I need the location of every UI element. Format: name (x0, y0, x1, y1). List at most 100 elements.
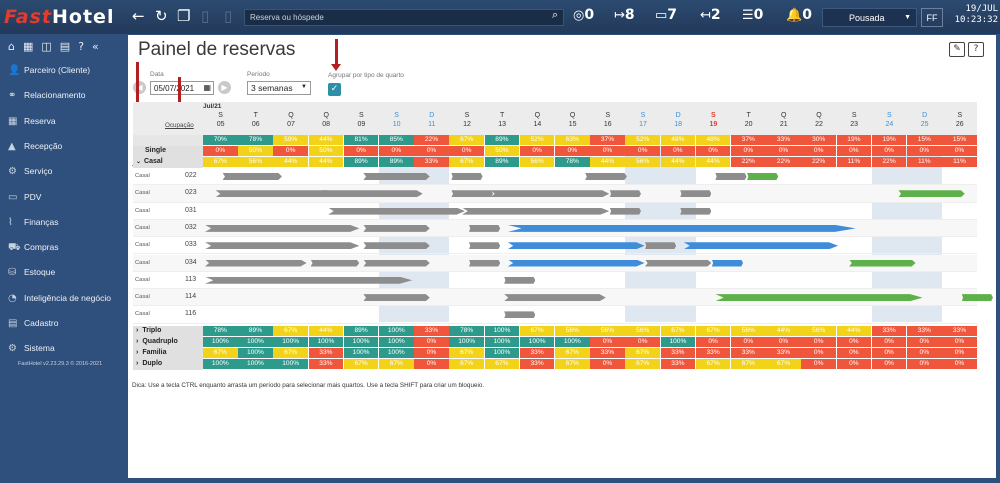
reservation-bar[interactable] (504, 294, 606, 302)
day-header[interactable]: S 09 (344, 111, 379, 129)
occupancy-link[interactable]: Ocupação (165, 122, 194, 129)
document-icon[interactable]: ▯ (201, 7, 210, 25)
reservation-bar[interactable] (451, 173, 483, 180)
reservation-bar[interactable] (645, 259, 712, 267)
reservation-bar[interactable] (205, 242, 360, 250)
room-number[interactable]: 022 (185, 172, 197, 179)
stat-check-out[interactable]: ↤2 (700, 7, 721, 23)
day-header[interactable]: Q 21 (766, 111, 801, 129)
home-icon[interactable]: ⌂ (8, 40, 15, 53)
card-icon[interactable]: ▤ (59, 40, 71, 53)
reservation-bar[interactable] (205, 224, 360, 232)
day-header[interactable]: Q 08 (309, 111, 344, 129)
reservation-bar[interactable] (321, 190, 423, 198)
edit-icon[interactable]: ✎ (949, 42, 965, 57)
reservation-bar[interactable] (961, 294, 993, 302)
group-row-quadruplo[interactable]: › Quadruplo (136, 338, 178, 345)
day-header[interactable]: S 17 (625, 111, 660, 129)
room-number[interactable]: 113 (185, 275, 197, 283)
document-edit-icon[interactable]: ▯ (224, 7, 233, 25)
reservation-bar[interactable] (363, 242, 430, 250)
day-header[interactable]: S 10 (379, 111, 414, 129)
reservation-bar[interactable] (328, 207, 465, 215)
chevron-right-icon[interactable]: › (136, 359, 139, 367)
reservation-bar[interactable] (451, 190, 494, 198)
reservation-bar[interactable] (205, 259, 307, 267)
stat-target[interactable]: ◎0 (573, 7, 594, 23)
group-row-casal[interactable]: ⌄ Casal (136, 158, 163, 165)
search-input[interactable]: Reserva ou hóspede (244, 9, 564, 26)
search-icon[interactable]: ⌕ (552, 9, 559, 21)
reservation-bar[interactable] (469, 259, 501, 267)
reservation-bar[interactable] (747, 173, 779, 180)
reservation-bar[interactable] (205, 276, 413, 284)
help-icon[interactable]: ? (968, 42, 984, 57)
day-header[interactable]: S 24 (872, 111, 907, 129)
reservation-bar[interactable] (215, 190, 335, 198)
day-header[interactable]: S 05 (203, 111, 238, 129)
group-row-triplo[interactable]: › Triplo (136, 327, 161, 334)
sidebar-item-inteligencia[interactable]: ◔ Inteligência de negócio (8, 293, 111, 304)
reservation-bar[interactable] (469, 224, 501, 232)
reservation-bar[interactable] (585, 173, 627, 180)
reservation-bar[interactable] (363, 173, 430, 180)
day-header[interactable]: T 20 (731, 111, 766, 129)
chevron-right-icon[interactable]: › (136, 337, 139, 345)
room-number[interactable]: 114 (185, 293, 197, 301)
sidebar-item-sistema[interactable]: ⚙ Sistema (8, 343, 55, 354)
app-logo[interactable]: FastHotel (4, 6, 115, 28)
next-date-icon[interactable]: ▶ (218, 81, 231, 94)
day-header[interactable]: Q 14 (520, 111, 555, 129)
sidebar-item-pdv[interactable]: ▭ PDV (8, 192, 41, 203)
back-icon[interactable]: ← (132, 7, 145, 25)
reservation-bar[interactable] (715, 173, 747, 180)
sidebar-item-reserva[interactable]: ▦ Reserva (8, 116, 56, 127)
sidebar-item-parceiro[interactable]: 👤 Parceiro (Cliente) (8, 65, 90, 76)
user-avatar-button[interactable]: FF (921, 8, 943, 27)
day-header[interactable]: D 11 (414, 111, 449, 129)
calendar-icon[interactable]: ▦ (203, 83, 211, 92)
group-row-duplo[interactable]: › Duplo (136, 360, 162, 367)
chevron-right-icon[interactable]: › (136, 348, 139, 356)
reservation-bar[interactable] (490, 190, 610, 198)
room-number[interactable]: 116 (185, 310, 197, 318)
reservation-bar[interactable] (363, 259, 430, 267)
reservation-bar[interactable] (680, 190, 712, 198)
sidebar-item-recepcao[interactable]: ▲ Recepção (8, 141, 62, 152)
calendar-icon[interactable]: ▦ (22, 40, 34, 53)
day-header[interactable]: T 06 (238, 111, 273, 129)
reservation-bar[interactable] (507, 242, 645, 250)
reservation-bar[interactable] (711, 259, 744, 267)
reservation-bar[interactable] (507, 259, 645, 267)
book-icon[interactable]: ◫ (41, 40, 52, 53)
reservation-bar[interactable] (609, 207, 641, 215)
reservation-bar[interactable] (609, 190, 641, 198)
collapse-icon[interactable]: « (92, 40, 99, 53)
chevron-right-icon[interactable]: › (136, 326, 139, 334)
reservation-bar[interactable] (683, 242, 839, 250)
copy-icon[interactable]: ❐ (177, 7, 191, 25)
reservation-bar[interactable] (363, 224, 430, 232)
day-header[interactable]: S 19 (696, 111, 731, 129)
reservation-bar[interactable] (849, 259, 916, 267)
stat-check-in[interactable]: ↦8 (614, 7, 635, 23)
reservation-bar[interactable] (680, 207, 712, 215)
reservation-bar[interactable] (461, 207, 610, 215)
group-row-familia[interactable]: › Familia (136, 349, 166, 356)
sidebar-item-relacionamento[interactable]: ⚭ Relacionamento (8, 90, 85, 101)
room-number[interactable]: 023 (185, 189, 197, 197)
room-number[interactable]: 031 (185, 206, 197, 214)
property-select[interactable]: Pousada ▼ (822, 8, 917, 27)
room-number[interactable]: 034 (185, 258, 197, 266)
sidebar-item-cadastro[interactable]: ▤ Cadastro (8, 318, 59, 329)
day-header[interactable]: Q 22 (801, 111, 836, 129)
day-header[interactable]: S 12 (449, 111, 484, 129)
day-header[interactable]: Q 15 (555, 111, 590, 129)
period-select[interactable]: 3 semanas ▼ (247, 81, 311, 95)
reservation-bar[interactable] (715, 294, 923, 302)
day-header[interactable]: Q 07 (273, 111, 308, 129)
reservation-bar[interactable] (898, 190, 965, 198)
group-row-single[interactable]: Single (145, 147, 166, 154)
stat-bell[interactable]: 🔔0 (786, 7, 812, 23)
day-header[interactable]: S 26 (942, 111, 977, 129)
